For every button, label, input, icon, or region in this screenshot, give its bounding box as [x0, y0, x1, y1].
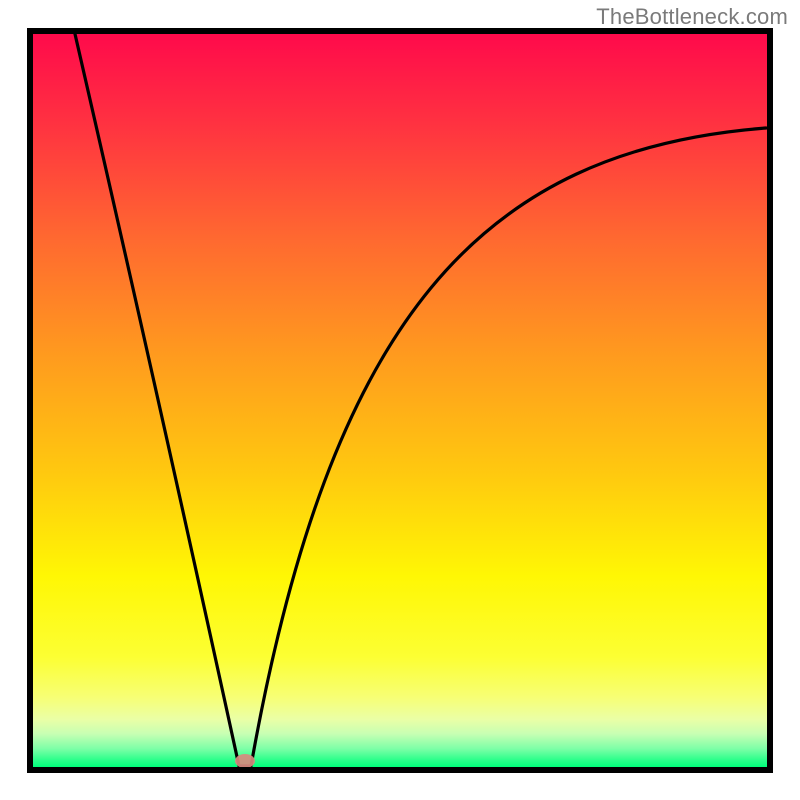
plot-svg	[0, 0, 800, 800]
chart-canvas: TheBottleneck.com	[0, 0, 800, 800]
minimum-marker	[235, 754, 255, 768]
watermark-text: TheBottleneck.com	[596, 4, 788, 30]
frame-border-bottom	[27, 767, 773, 773]
frame-border-left	[27, 28, 33, 773]
frame-border-right	[767, 28, 773, 773]
